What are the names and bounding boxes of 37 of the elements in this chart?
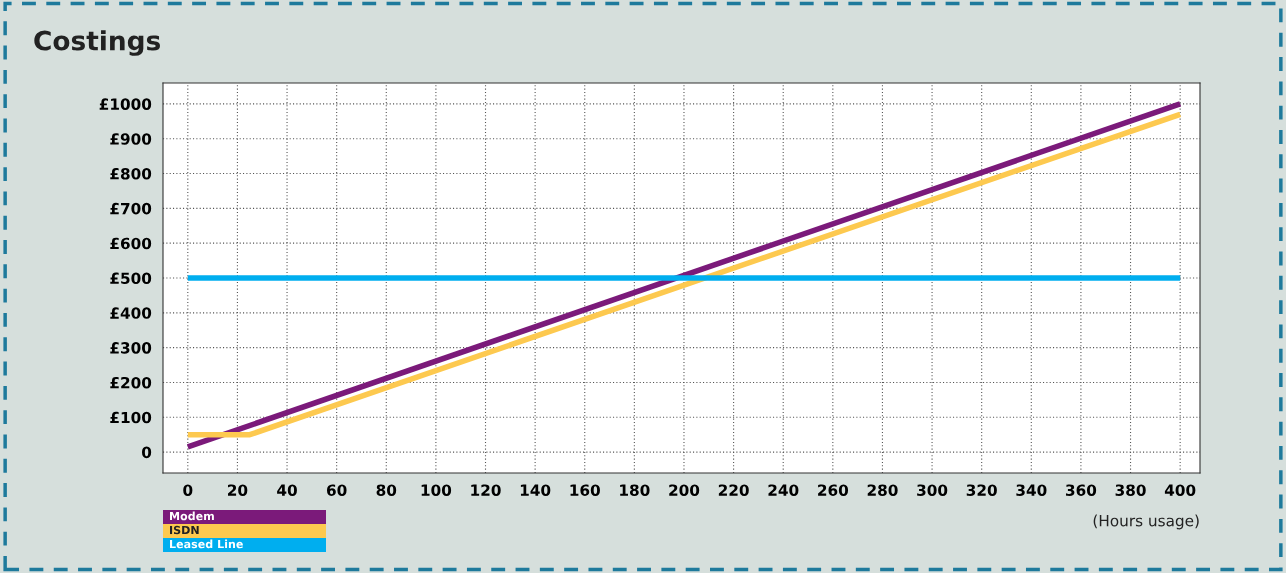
y-tick-label: £600 bbox=[110, 237, 152, 250]
y-tick-label: £700 bbox=[110, 202, 152, 215]
y-tick-label: £900 bbox=[110, 133, 152, 145]
x-axis-title: (Hours usage) bbox=[1093, 514, 1199, 530]
x-tick-label: 360 bbox=[1066, 484, 1097, 496]
x-tick-label: 140 bbox=[520, 484, 551, 496]
x-tick-label: 340 bbox=[1016, 484, 1047, 496]
y-tick-label: £400 bbox=[110, 307, 152, 319]
x-tick-label: 260 bbox=[818, 484, 849, 496]
x-tick-label: 80 bbox=[376, 484, 397, 496]
text: ISDN bbox=[170, 525, 199, 535]
x-tick-label: 20 bbox=[228, 484, 248, 496]
x-tick-label: 280 bbox=[867, 484, 898, 496]
y-tick-label: £300 bbox=[110, 342, 152, 354]
x-tick-label: 300 bbox=[917, 484, 948, 496]
text: Leased Line bbox=[170, 539, 243, 549]
y-tick-label: £100 bbox=[110, 411, 152, 424]
x-tick-label: 400 bbox=[1164, 484, 1196, 496]
chart-title: Costings bbox=[34, 30, 160, 56]
y-tick-label: £500 bbox=[110, 272, 152, 285]
x-tick-label: 160 bbox=[570, 484, 600, 496]
x-tick-label: 40 bbox=[277, 484, 297, 496]
x-tick-label: 180 bbox=[620, 484, 650, 496]
x-tick-label: 200 bbox=[669, 484, 700, 496]
x-tick-label: 320 bbox=[966, 484, 997, 496]
x-tick-label: 100 bbox=[421, 484, 452, 496]
x-tick-label: 380 bbox=[1115, 484, 1146, 496]
y-tick-label: £800 bbox=[110, 168, 152, 180]
text: Modem bbox=[170, 511, 214, 521]
x-tick-label: 120 bbox=[471, 484, 501, 496]
y-tick-label: £200 bbox=[110, 376, 152, 389]
x-tick-label: 0 bbox=[183, 484, 193, 496]
y-tick-label: £1000 bbox=[99, 98, 152, 110]
x-tick-label: 60 bbox=[326, 484, 347, 496]
x-tick-label: 240 bbox=[768, 484, 799, 496]
x-tick-label: 220 bbox=[718, 484, 749, 496]
y-tick-label: 0 bbox=[141, 446, 152, 459]
